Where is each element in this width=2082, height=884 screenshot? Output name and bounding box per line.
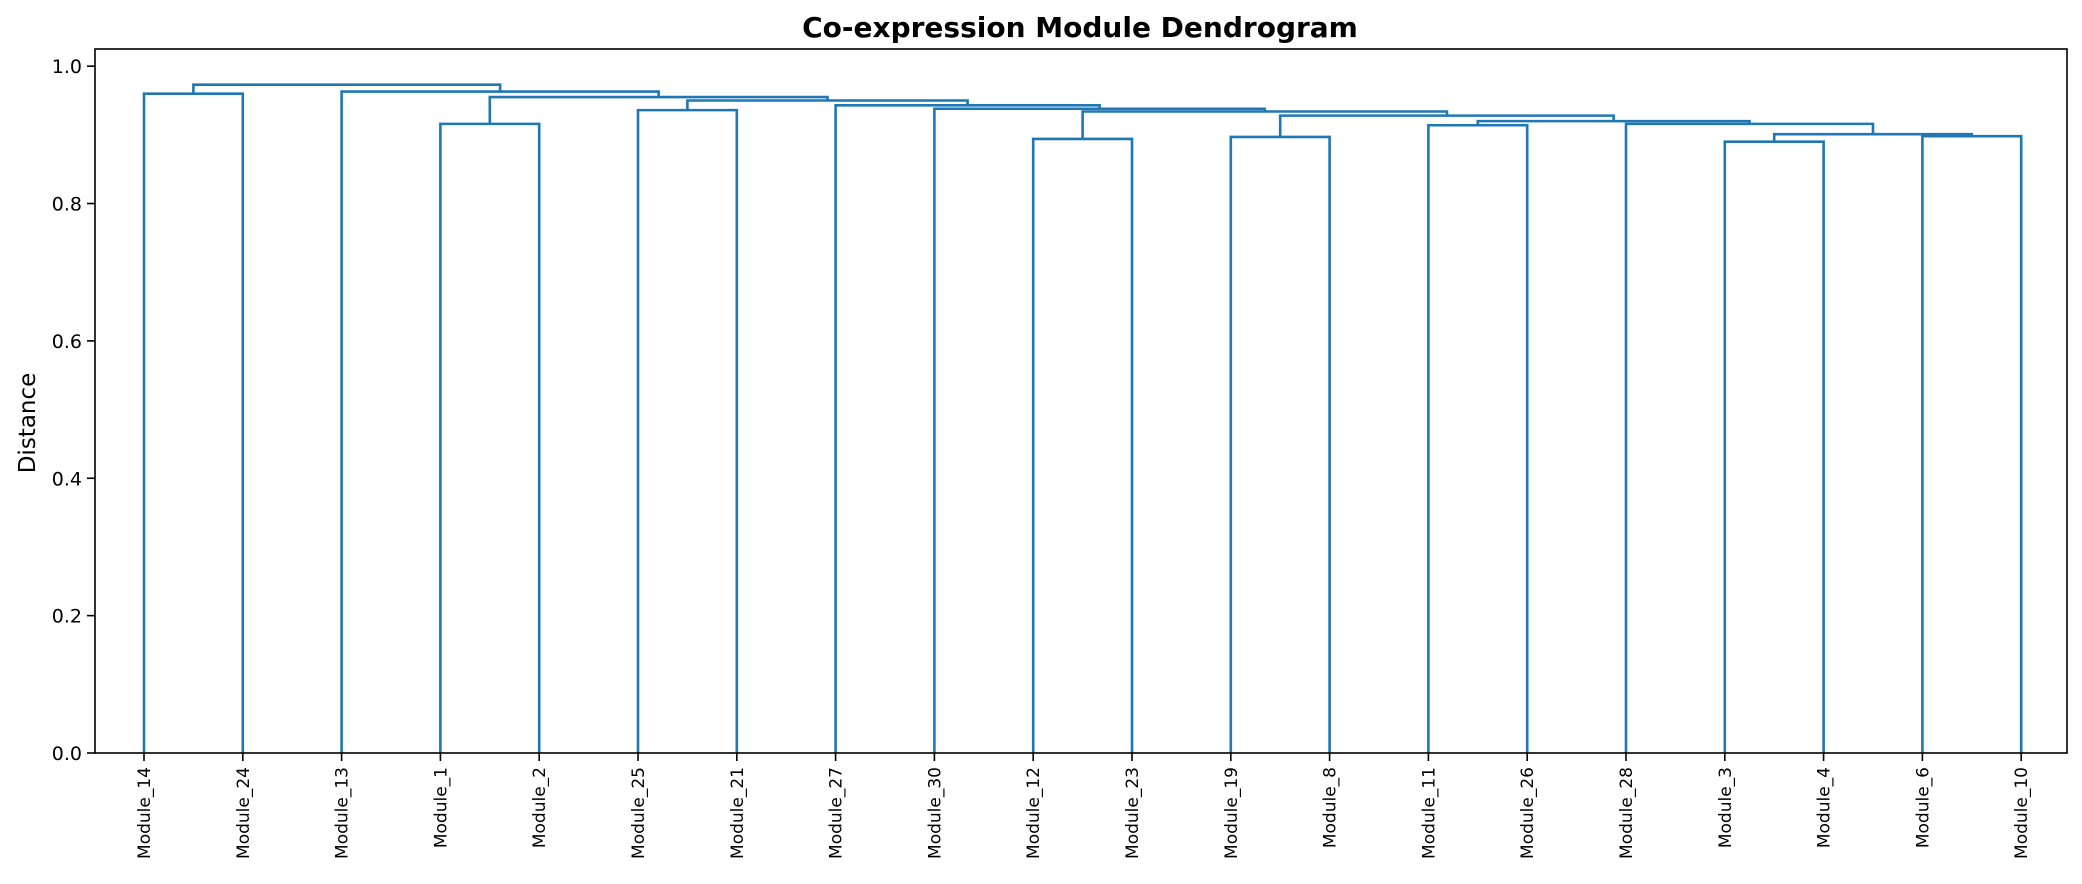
y-tick-label: 1.0 bbox=[52, 56, 82, 78]
leaf-label: Module_1 bbox=[431, 767, 451, 848]
y-tick-label: 0.8 bbox=[52, 194, 82, 216]
leaf-label: Module_26 bbox=[1518, 767, 1538, 859]
leaf-label: Module_12 bbox=[1024, 767, 1044, 859]
leaf-label: Module_24 bbox=[234, 767, 254, 859]
dendrogram-link-14 bbox=[934, 109, 1264, 753]
dendrogram-link-1 bbox=[144, 94, 243, 753]
leaf-label: Module_8 bbox=[1321, 767, 1341, 848]
y-axis-label: Distance bbox=[15, 373, 41, 474]
leaf-label: Module_30 bbox=[925, 767, 945, 859]
dendrogram-link-7 bbox=[1725, 142, 1824, 753]
leaf-label: Module_13 bbox=[333, 767, 353, 859]
dendrogram-link-2 bbox=[440, 124, 539, 753]
dendrogram-link-5 bbox=[1231, 137, 1330, 753]
leaf-label: Module_27 bbox=[827, 767, 847, 859]
dendrogram-link-18 bbox=[342, 92, 659, 753]
dendrogram-link-4 bbox=[1033, 139, 1132, 753]
leaf-label: Module_28 bbox=[1617, 767, 1637, 859]
leaf-label: Module_10 bbox=[2012, 767, 2032, 859]
y-tick-label: 0.2 bbox=[52, 606, 82, 628]
dendrogram-links bbox=[144, 85, 2021, 753]
leaf-label: Module_23 bbox=[1123, 767, 1143, 859]
dendrogram-link-3 bbox=[638, 110, 737, 753]
leaf-label: Module_19 bbox=[1222, 767, 1242, 859]
leaf-label: Module_11 bbox=[1419, 767, 1439, 859]
leaf-label: Module_4 bbox=[1815, 767, 1835, 848]
leaf-label: Module_3 bbox=[1716, 767, 1736, 848]
dendrogram-link-15 bbox=[836, 105, 1100, 753]
x-axis-ticks: Module_14 Module_24 Module_13 Module_1 Modul… bbox=[135, 753, 2032, 859]
y-axis-ticks: 0.0 0.2 0.4 0.6 0.8 1.0 bbox=[52, 56, 95, 765]
leaf-label: Module_2 bbox=[530, 767, 550, 848]
leaf-label: Module_14 bbox=[135, 767, 155, 859]
leaf-label: Module_25 bbox=[629, 767, 649, 859]
dendrogram-link-8 bbox=[1922, 136, 2021, 753]
leaf-label: Module_6 bbox=[1913, 767, 1933, 848]
dendrogram-link-6 bbox=[1428, 125, 1527, 753]
y-tick-label: 0.0 bbox=[52, 743, 82, 765]
leaf-label: Module_21 bbox=[728, 767, 748, 859]
y-tick-label: 0.6 bbox=[52, 331, 82, 353]
dendrogram-link-10 bbox=[1626, 124, 1873, 753]
y-tick-label: 0.4 bbox=[52, 468, 82, 490]
chart-title: Co-expression Module Dendrogram bbox=[802, 11, 1358, 44]
plot-frame bbox=[95, 49, 2067, 753]
